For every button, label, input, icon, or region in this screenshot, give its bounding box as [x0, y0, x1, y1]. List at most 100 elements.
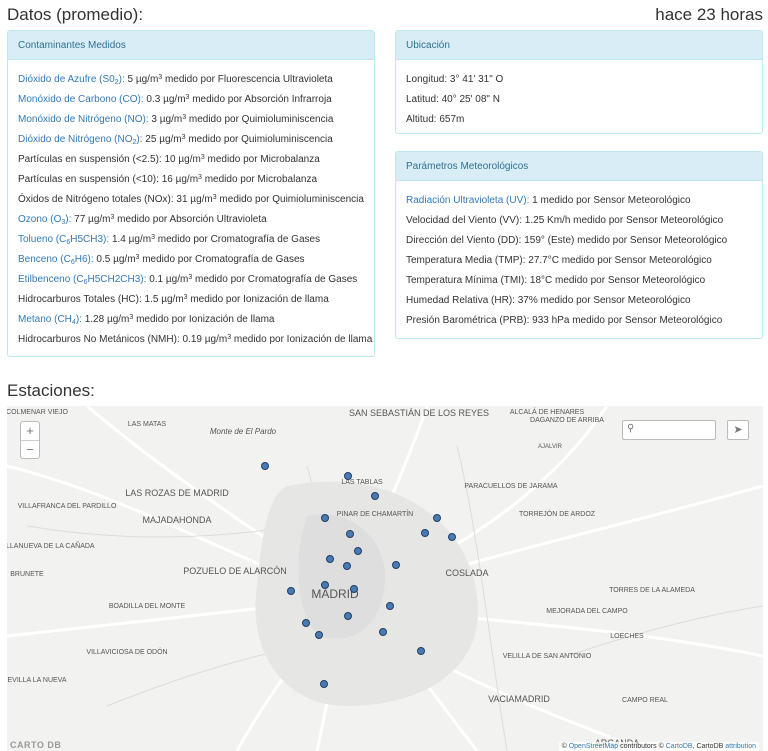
pollutant-name[interactable]: Dióxido de Nitrógeno (NO2):	[18, 134, 143, 146]
place-label: VELILLA DE SAN ANTONIO	[503, 653, 592, 660]
locate-icon[interactable]: ➤	[727, 420, 749, 440]
station-marker[interactable]	[371, 492, 379, 500]
place-label: AJALVIR	[538, 444, 563, 450]
pollutant-name: Partículas en suspensión (<2.5):	[18, 154, 162, 165]
location-panel: Ubicación Longitud: 3° 41' 31" O Latitud…	[395, 30, 763, 134]
station-marker[interactable]	[315, 631, 323, 639]
pollutant-method: medido por Ionización de llama	[187, 294, 329, 305]
station-marker[interactable]	[350, 585, 358, 593]
pollutant-value: 10 µg/m	[164, 154, 201, 165]
weather-param-name: Velocidad del Viento (VV):	[406, 215, 523, 226]
pollutant-name[interactable]: Ozono (O3):	[18, 214, 72, 226]
station-marker[interactable]	[321, 514, 329, 522]
location-panel-title: Ubicación	[396, 31, 762, 60]
pollutant-value: 0.5 µg/m	[96, 254, 136, 265]
station-marker[interactable]	[354, 547, 362, 555]
station-marker[interactable]	[344, 612, 352, 620]
weather-param-name: Dirección del Viento (DD):	[406, 235, 522, 246]
place-label: TORRES DE LA ALAMEDA	[609, 587, 695, 594]
station-marker[interactable]	[343, 562, 351, 570]
station-marker[interactable]	[346, 530, 354, 538]
map-attribution: © OpenStreetMap contributors © CartoDB, …	[558, 742, 759, 751]
city-center	[298, 514, 386, 639]
pollutant-row: Tolueno (C6H5CH3): 1.4 µg/m3 medido por …	[18, 234, 321, 246]
station-marker[interactable]	[417, 647, 425, 655]
place-label: COLMENAR VIEJO	[7, 409, 68, 416]
station-marker[interactable]	[287, 587, 295, 595]
zoom-out-button[interactable]: −	[21, 440, 39, 458]
station-marker[interactable]	[321, 581, 329, 589]
pollutant-row: Benceno (C6H6): 0.5 µg/m3 medido por Cro…	[18, 254, 305, 266]
map-canvas[interactable]: COLMENAR VIEJO LAS MATAS Monte de El Pardo…	[7, 406, 763, 751]
weather-param-name: Humedad Relativa (HR):	[406, 295, 515, 306]
place-label: LAS ROZAS DE MADRID	[125, 488, 229, 498]
attrib-prefix: ©	[561, 743, 569, 750]
station-marker[interactable]	[448, 533, 456, 541]
cartodb-link[interactable]: CartoDB	[665, 743, 693, 750]
pollutant-name[interactable]: Monóxido de Carbono (CO):	[18, 94, 144, 105]
weather-list: Radiación Ultravioleta (UV): 1 medido po…	[396, 181, 762, 339]
place-label: VILLANUEVA DE LA CAÑADA	[7, 541, 95, 550]
zoom-control: + −	[20, 421, 40, 459]
station-marker[interactable]	[392, 561, 400, 569]
weather-param-value: 159° (Este) medido por Sensor Meteorológ…	[521, 235, 728, 246]
place-label: Monte de El Pardo	[210, 427, 277, 436]
pollutant-row: Etilbenceno (C6H5CH2CH3): 0.1 µg/m3 medi…	[18, 274, 358, 286]
pollutant-method: medido por Absorción Infrarroja	[189, 94, 332, 105]
pollutant-name: Partículas en suspensión (<10):	[18, 174, 159, 185]
pollutant-name[interactable]: Monóxido de Nitrógeno (NO):	[18, 114, 149, 125]
attrib-mid: contributors ©	[618, 743, 666, 750]
weather-param-value: 1.25 Km/h medido por Sensor Meteorológic…	[522, 215, 724, 226]
pollutant-value: 1.4 µg/m	[111, 234, 152, 245]
station-marker[interactable]	[386, 602, 394, 610]
search-icon: ⚲	[627, 423, 635, 434]
pollutant-value: 3 µg/m	[151, 114, 183, 125]
station-marker[interactable]	[379, 628, 387, 636]
stations-map[interactable]: COLMENAR VIEJO LAS MATAS Monte de El Pardo…	[7, 406, 763, 751]
pollutant-row: Partículas en suspensión (<10): 16 µg/m3…	[18, 174, 318, 185]
station-marker[interactable]	[320, 680, 328, 688]
weather-row: Dirección del Viento (DD): 159° (Este) m…	[406, 231, 752, 251]
pollutant-method: medido por Cromatografía de Gases	[139, 254, 305, 265]
pollutant-value: 1.28 µg/m	[84, 314, 130, 325]
station-marker[interactable]	[433, 514, 441, 522]
station-marker[interactable]	[261, 462, 269, 470]
pollutant-row: Monóxido de Nitrógeno (NO): 3 µg/m3 medi…	[18, 114, 334, 125]
pollutant-name: Óxidos de Nitrógeno totales (NOx):	[18, 194, 174, 205]
place-label: VACIAMADRID	[488, 694, 550, 704]
pollutant-name[interactable]: Benceno (C6H6):	[18, 254, 94, 266]
place-label: ALCALÁ DE HENARES	[510, 407, 585, 416]
pollutant-name: Hidrocarburos Totales (HC):	[18, 294, 142, 305]
place-label: LAS MATAS	[128, 421, 167, 428]
pollutant-name[interactable]: Etilbenceno (C6H5CH2CH3):	[18, 274, 147, 286]
pollutant-method: medido por Fluorescencia Ultravioleta	[162, 74, 333, 85]
pollutant-row: Hidrocarburos Totales (HC): 1.5 µg/m3 me…	[18, 294, 329, 305]
station-marker[interactable]	[421, 529, 429, 537]
station-markers[interactable]	[261, 462, 456, 688]
station-marker[interactable]	[344, 472, 352, 480]
zoom-in-button[interactable]: +	[26, 423, 34, 438]
pollutant-method: medido por Cromatografía de Gases	[192, 274, 358, 285]
weather-row: Presión Barométrica (PRB): 933 hPa medid…	[406, 311, 752, 331]
pollutant-name: Hidrocarburos No Metánicos (NMH):	[18, 334, 180, 345]
attribution-link[interactable]: attribution	[725, 743, 756, 750]
pollutant-name[interactable]: Dióxido de Azufre (S02):	[18, 74, 125, 86]
station-marker[interactable]	[326, 555, 334, 563]
station-marker[interactable]	[302, 619, 310, 627]
pollutant-method: medido por Microbalanza	[204, 154, 320, 165]
pollutants-list: Dióxido de Azufre (S02): 5 µg/m3 medido …	[8, 60, 374, 358]
weather-param-name[interactable]: Radiación Ultravioleta (UV):	[406, 195, 530, 206]
pollutant-method: medido por Ionización de llama	[231, 334, 373, 345]
weather-param-name: Temperatura Media (TMP):	[406, 255, 526, 266]
place-label: VILLAVICIOSA DE ODÓN	[86, 647, 167, 656]
map-search-input[interactable]	[622, 420, 716, 440]
pollutant-method: medido por Microbalanza	[201, 174, 318, 185]
pollutant-name[interactable]: Metano (CH4):	[18, 314, 82, 326]
pollutant-method: medido por Ionización de llama	[133, 314, 275, 325]
pollutant-method: medido por Quimioluminiscencia	[216, 194, 364, 205]
pollutant-value: 0.19 µg/m	[182, 334, 228, 345]
pollutant-name[interactable]: Tolueno (C6H5CH3):	[18, 234, 110, 246]
place-label: EVILLA LA NUEVA	[7, 677, 66, 684]
weather-param-value: 933 hPa medido por Sensor Meteorológico	[529, 315, 723, 326]
osm-link[interactable]: OpenStreetMap	[568, 743, 619, 750]
